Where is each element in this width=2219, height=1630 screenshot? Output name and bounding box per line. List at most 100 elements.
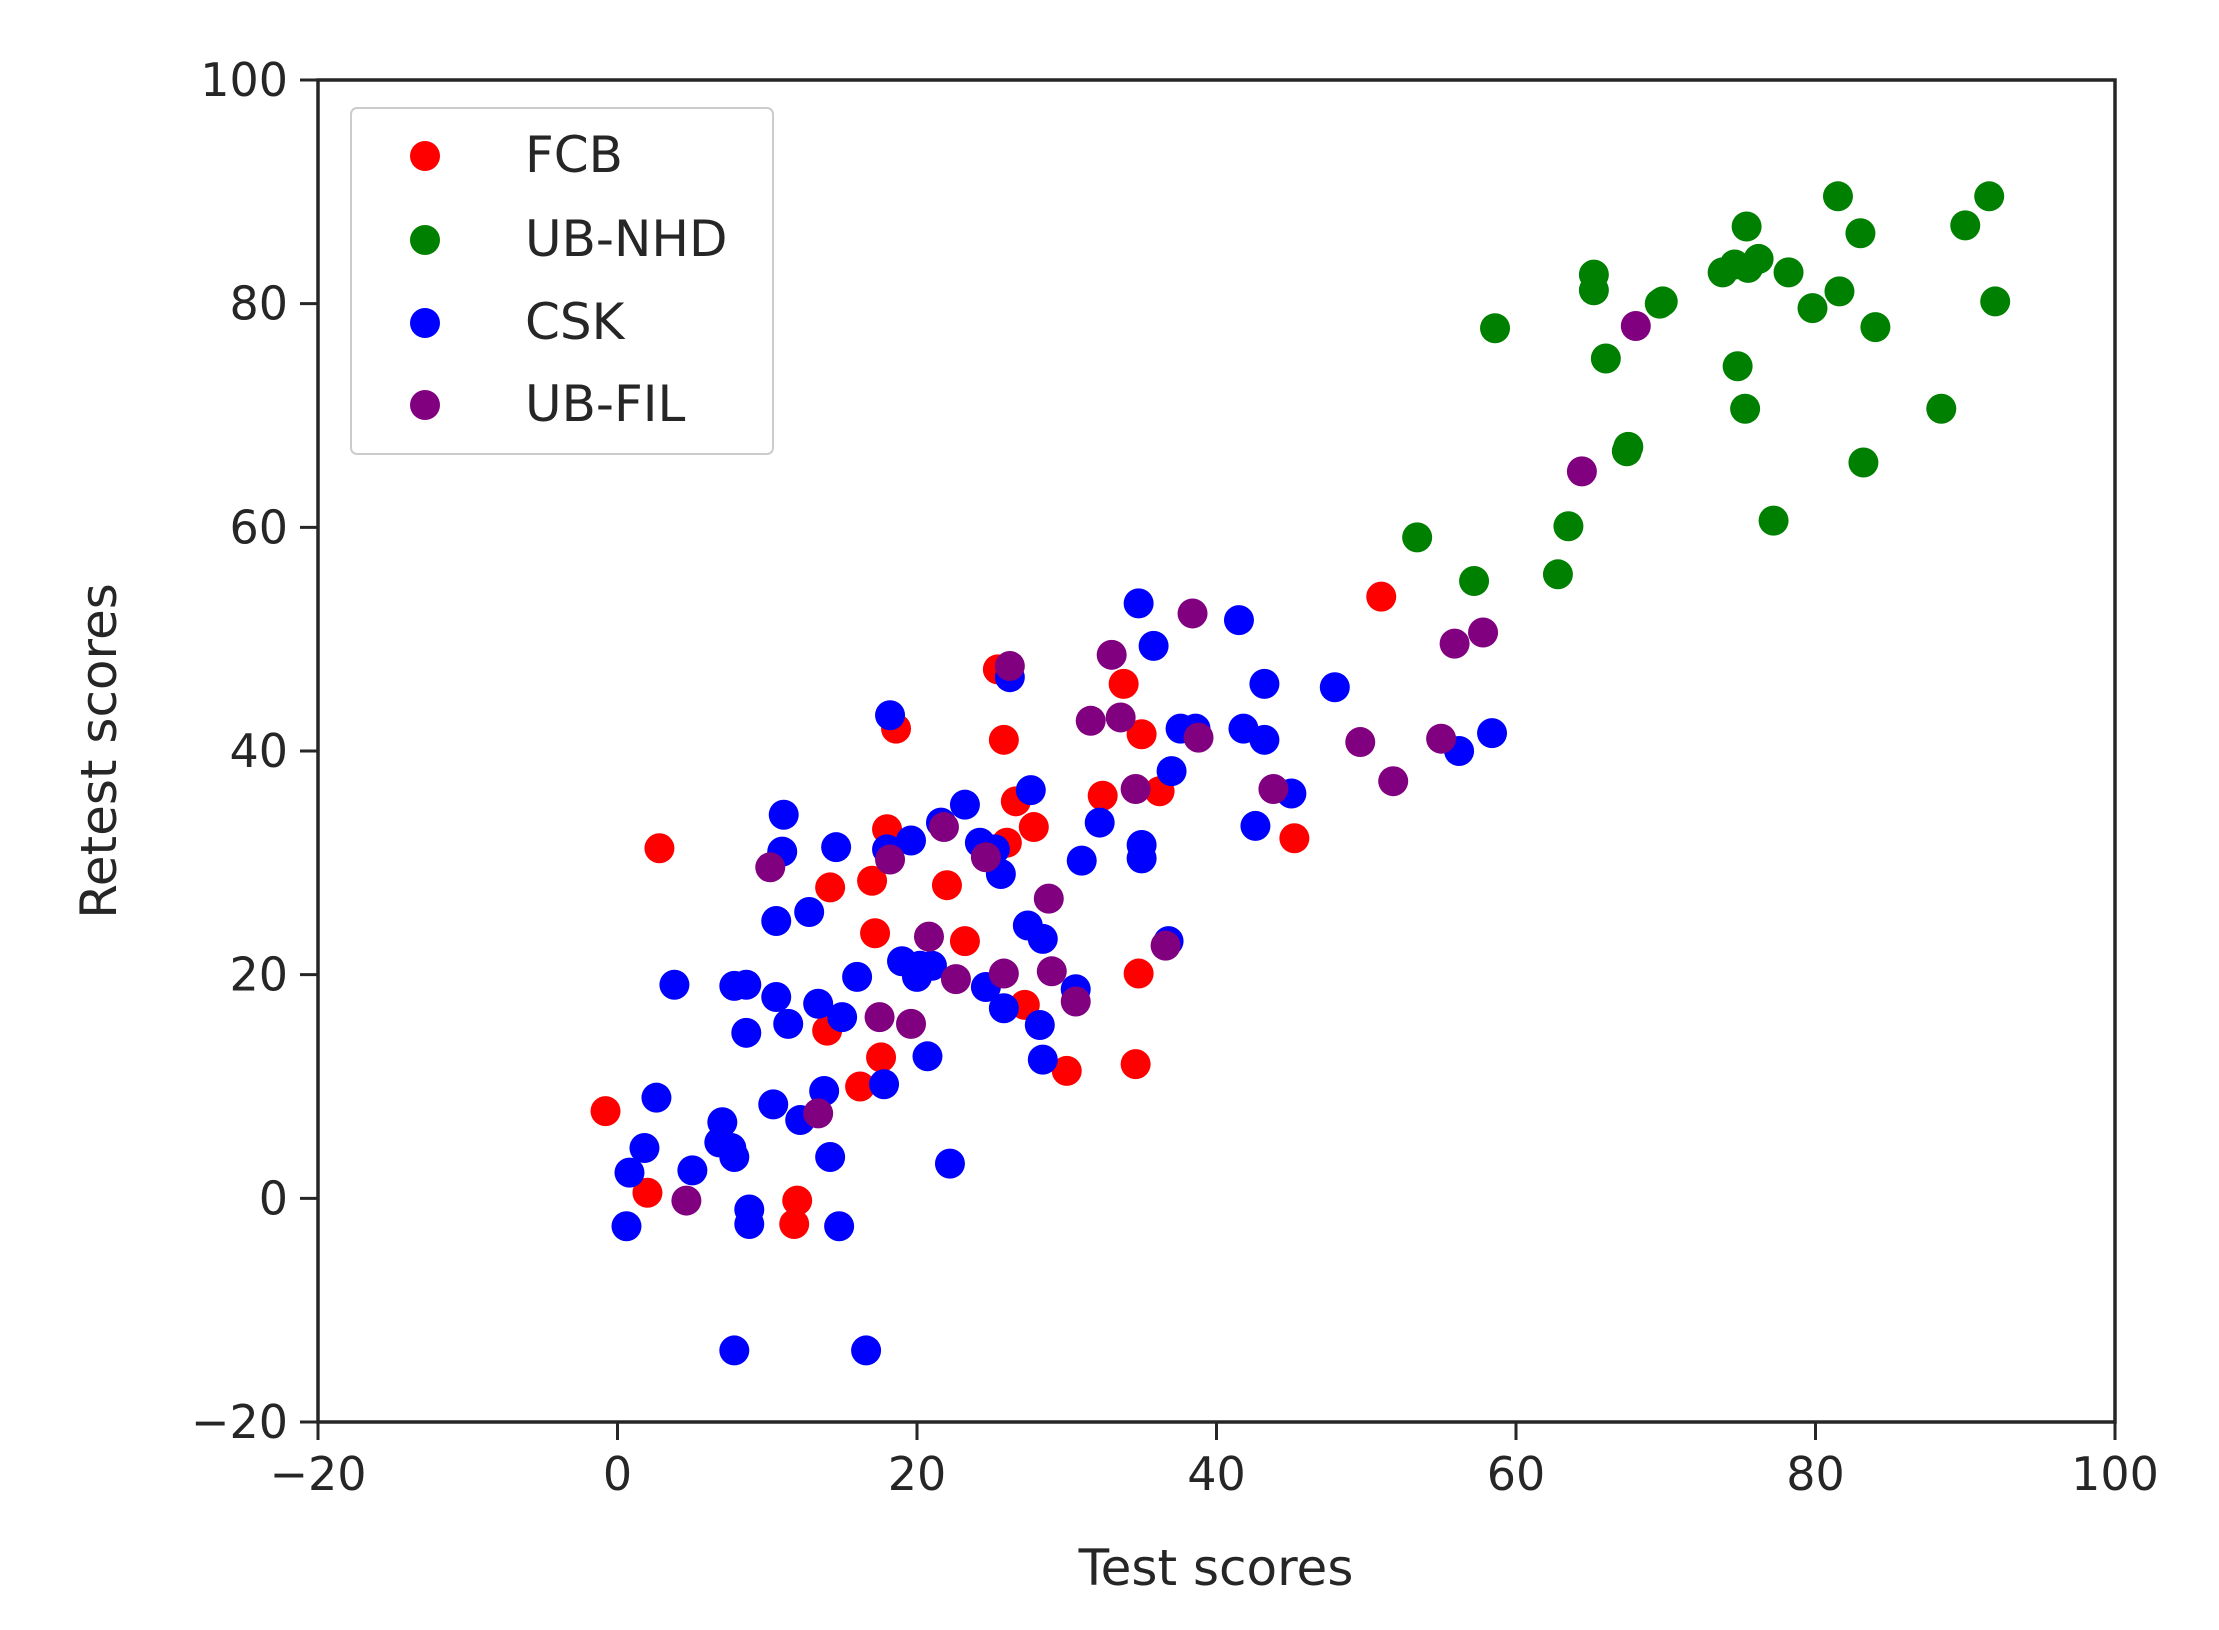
data-point-ub-fil (1075, 705, 1106, 736)
data-point-csk (1319, 672, 1350, 703)
data-point-ub-nhd (1824, 276, 1855, 307)
data-point-csk (896, 825, 927, 856)
y-axis-ticks: −20 0 20 40 60 80 100 (191, 53, 318, 1449)
data-point-csk (1027, 1044, 1058, 1075)
x-tick-label: 0 (603, 1447, 632, 1501)
y-tick-label: 40 (229, 724, 288, 778)
data-point-csk (949, 789, 980, 820)
data-point-fcb (632, 1177, 663, 1208)
data-point-ub-nhd (1758, 505, 1789, 536)
x-tick-label: 20 (888, 1447, 947, 1501)
data-point-csk (842, 961, 873, 992)
y-tick-label: 0 (259, 1171, 288, 1225)
x-tick-label: 60 (1487, 1447, 1546, 1501)
data-point-ub-nhd (1860, 312, 1891, 343)
legend-label-ub-nhd: UB-NHD (525, 210, 727, 268)
data-point-fcb (1366, 581, 1397, 612)
data-point-ub-nhd (1926, 393, 1957, 424)
data-point-csk (773, 1008, 804, 1039)
data-point-ub-nhd (1822, 181, 1853, 212)
data-point-fcb (845, 1071, 876, 1102)
data-point-ub-fil (1468, 617, 1499, 648)
data-point-ub-fil (1258, 774, 1289, 805)
data-point-ub-nhd (1731, 211, 1762, 242)
data-point-fcb (988, 724, 1019, 755)
data-point-ub-fil (1120, 774, 1151, 805)
data-point-ub-fil (988, 958, 1019, 989)
data-point-csk (677, 1155, 708, 1186)
data-point-fcb (1120, 1049, 1151, 1080)
y-tick-label: 100 (200, 53, 288, 107)
data-point-csk (1249, 668, 1280, 699)
data-point-ub-nhd (1950, 210, 1981, 241)
data-point-csk (1138, 630, 1169, 661)
data-point-csk (761, 905, 792, 936)
data-point-csk (824, 1211, 855, 1242)
data-point-ub-nhd (1797, 293, 1828, 324)
legend: FCB UB-NHD CSK UB-FIL (350, 107, 774, 455)
data-point-fcb (1087, 780, 1118, 811)
data-point-csk (1477, 718, 1508, 749)
data-point-ub-fil (671, 1185, 702, 1216)
data-point-fcb (1108, 668, 1139, 699)
data-point-csk (1123, 588, 1154, 619)
data-point-csk (1240, 810, 1271, 841)
data-point-fcb (779, 1209, 810, 1240)
data-point-ub-fil (994, 651, 1025, 682)
data-point-csk (707, 1107, 738, 1138)
data-point-csk (719, 1141, 750, 1172)
data-point-fcb (866, 1042, 897, 1073)
data-point-fcb (644, 833, 675, 864)
legend-label-csk: CSK (525, 293, 626, 351)
x-tick-label: 40 (1187, 1447, 1246, 1501)
data-point-ub-fil (875, 844, 906, 875)
data-point-csk (851, 1335, 882, 1366)
data-point-ub-fil (1566, 456, 1597, 487)
data-point-csk (988, 993, 1019, 1024)
data-point-ub-nhd (1553, 511, 1584, 542)
x-tick-label: −20 (269, 1447, 366, 1501)
plot-frame (316, 78, 2117, 1424)
data-point-ub-nhd (1722, 351, 1753, 382)
data-point-ub-fil (970, 842, 1001, 873)
data-point-csk (761, 982, 792, 1013)
data-point-ub-nhd (1590, 343, 1621, 374)
data-point-csk (1066, 845, 1097, 876)
data-point-csk (912, 1041, 943, 1072)
y-tick-label: 20 (229, 948, 288, 1002)
y-tick-label: 80 (229, 277, 288, 331)
data-point-ub-fil (928, 812, 959, 843)
y-tick-label: −20 (191, 1395, 288, 1449)
data-point-csk (815, 1141, 846, 1172)
data-point-csk (731, 1017, 762, 1048)
data-point-ub-nhd (1980, 286, 2011, 317)
data-point-csk (1015, 775, 1046, 806)
data-point-csk (659, 969, 690, 1000)
data-point-ub-fil (1439, 628, 1470, 659)
legend-marker-ub-nhd (410, 225, 440, 255)
data-point-csk (869, 1069, 900, 1100)
data-point-fcb (1018, 812, 1049, 843)
data-point-csk (1156, 756, 1187, 787)
data-point-csk (1223, 605, 1254, 636)
data-point-ub-nhd (1848, 447, 1879, 478)
data-point-ub-fil (755, 852, 786, 883)
data-point-csk (768, 799, 799, 830)
data-point-csk (758, 1089, 789, 1120)
data-point-csk (1027, 923, 1058, 954)
data-point-fcb (1126, 719, 1157, 750)
data-point-fcb (931, 870, 962, 901)
y-axis-label: Retest scores (70, 583, 128, 919)
data-point-ub-nhd (1578, 275, 1609, 306)
data-point-ub-fil (803, 1098, 834, 1129)
data-point-ub-fil (1060, 986, 1091, 1017)
data-point-csk (1084, 807, 1115, 838)
legend-label-fcb: FCB (525, 126, 623, 184)
data-point-csk (794, 897, 825, 928)
data-point-ub-fil (1096, 639, 1127, 670)
data-point-csk (934, 1148, 965, 1179)
data-point-ub-nhd (1743, 243, 1774, 274)
data-point-ub-nhd (1542, 559, 1573, 590)
data-point-fcb (857, 865, 888, 896)
